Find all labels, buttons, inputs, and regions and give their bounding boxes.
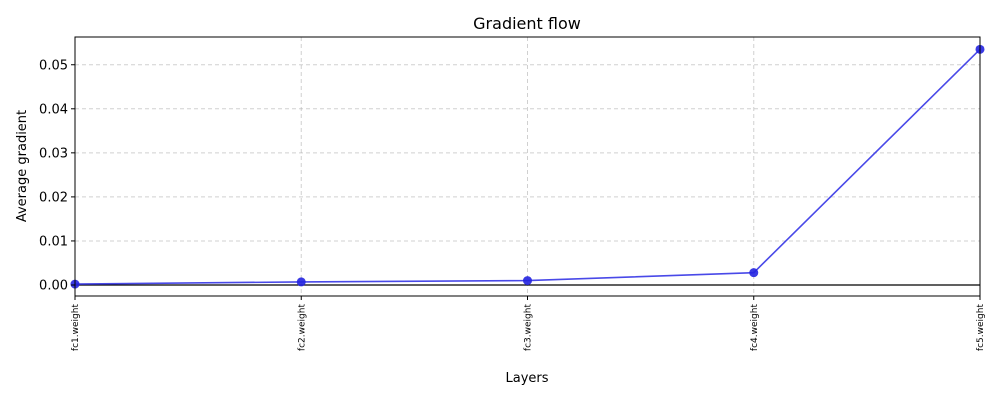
y-tick-label: 0.05 [39, 58, 68, 73]
data-point [749, 268, 759, 278]
y-tick-label: 0.02 [39, 190, 68, 205]
y-axis-ticks: 0.00 0.01 0.02 0.03 0.04 0.05 [39, 58, 75, 293]
data-point [296, 277, 306, 287]
x-tick-label: fc3.weight [524, 304, 534, 352]
data-point [523, 276, 532, 286]
x-axis-label: Layers [505, 371, 548, 386]
y-tick-label: 0.03 [39, 146, 68, 161]
x-tick-label: fc5.weight [976, 304, 986, 352]
y-tick-label: 0.04 [39, 102, 68, 117]
x-tick-label: fc1.weight [71, 304, 81, 352]
x-tick-label: fc2.weight [297, 304, 307, 352]
x-axis-ticks: fc1.weight fc2.weight fc3.weight fc4.weight… [71, 296, 986, 351]
y-tick-label: 0.00 [39, 278, 68, 293]
series-layer [70, 44, 985, 289]
x-tick-label: fc4.weight [750, 304, 760, 352]
chart-title: Gradient flow [473, 14, 581, 33]
y-tick-label: 0.01 [39, 234, 68, 249]
y-axis-label: Average gradient [15, 110, 30, 222]
